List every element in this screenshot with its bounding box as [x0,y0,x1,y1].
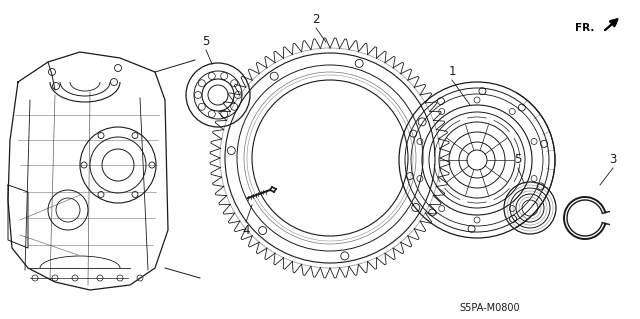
Text: 1: 1 [448,65,456,78]
Text: 2: 2 [312,13,320,26]
Text: 5: 5 [515,153,522,166]
Text: 3: 3 [609,153,617,166]
Text: FR.: FR. [575,23,594,33]
Text: 4: 4 [243,224,250,237]
Text: 5: 5 [202,35,210,48]
Text: S5PA-M0800: S5PA-M0800 [460,303,520,313]
